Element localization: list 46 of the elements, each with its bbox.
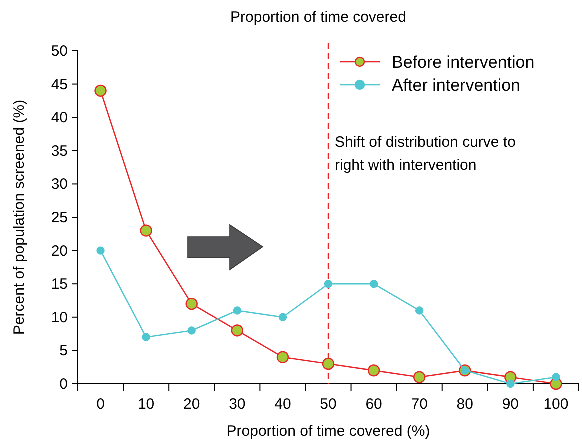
y-tick-label: 0	[60, 376, 68, 393]
point	[140, 224, 152, 237]
point	[233, 306, 242, 315]
y-tick-label: 40	[51, 110, 68, 127]
point	[415, 306, 424, 315]
x-tick-label: 40	[274, 396, 292, 413]
legend-label: After intervention	[392, 76, 521, 95]
y-tick-label: 5	[60, 342, 68, 360]
point	[324, 280, 333, 288]
y-tick-label: 35	[51, 142, 68, 160]
point	[231, 324, 244, 337]
point	[506, 380, 515, 388]
x-tick-label: 100	[544, 396, 569, 413]
x-tick-label: 80	[456, 396, 474, 413]
y-tick-label: 15	[51, 276, 68, 294]
x-tick-label: 50	[320, 396, 337, 413]
x-tick-label: 0	[96, 396, 105, 413]
x-tick-label: 90	[502, 396, 520, 413]
point	[552, 373, 560, 382]
y-axis-title: Percent of population screened (%)	[11, 100, 28, 336]
point	[276, 351, 290, 364]
y-tick-label: 20	[51, 242, 68, 260]
y-tick-label: 45	[51, 76, 68, 94]
point	[96, 246, 105, 255]
point	[94, 84, 107, 98]
y-tick-label: 10	[51, 309, 68, 326]
legend-label: Before intervention	[392, 53, 535, 72]
point	[413, 371, 426, 384]
point	[188, 326, 196, 335]
x-axis-title: Proportion of time covered (%)	[226, 423, 430, 440]
point	[278, 313, 288, 322]
point	[186, 298, 198, 310]
point	[322, 358, 335, 370]
x-tick-label: 10	[138, 396, 155, 413]
point	[142, 333, 150, 342]
chart-title: Proportion of time covered	[230, 9, 406, 26]
x-tick-label: 20	[184, 396, 200, 413]
x-tick-label: 60	[366, 396, 382, 413]
y-tick-label: 25	[51, 210, 68, 226]
point	[370, 280, 378, 288]
y-tick-label: 30	[51, 176, 68, 194]
x-tick-label: 70	[411, 396, 428, 413]
y-tick-label: 50	[51, 43, 68, 60]
point	[368, 364, 380, 377]
x-tick-label: 30	[229, 396, 246, 413]
annotation: Shift of distribution curve to right with intervention	[335, 134, 516, 174]
